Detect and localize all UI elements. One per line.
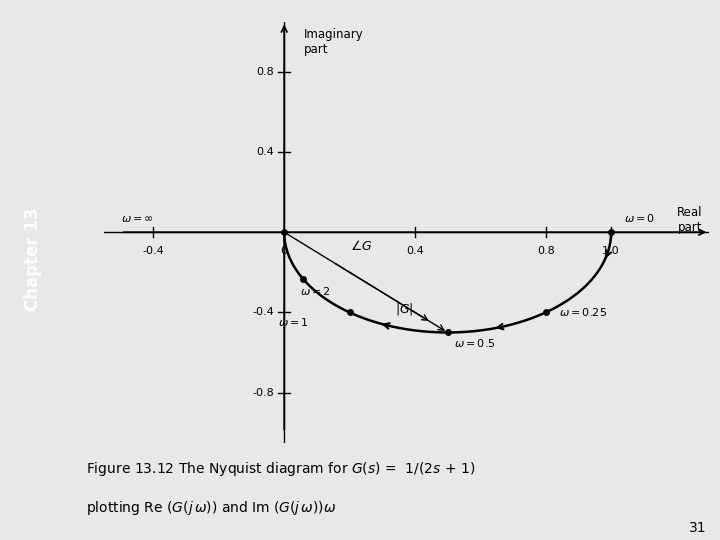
Text: -0.8: -0.8 xyxy=(253,388,274,397)
Text: $\angle G$: $\angle G$ xyxy=(350,239,372,253)
Text: 0.8: 0.8 xyxy=(537,246,554,256)
Text: Chapter 13: Chapter 13 xyxy=(24,207,42,311)
Text: -0.4: -0.4 xyxy=(143,246,164,256)
Text: $\omega = 0$: $\omega = 0$ xyxy=(624,212,655,224)
Text: Figure 13.12 The Nyquist diagram for $G(s)$ =  1/(2$s$ + 1): Figure 13.12 The Nyquist diagram for $G(… xyxy=(86,460,475,478)
Text: $|G|$: $|G|$ xyxy=(395,301,414,317)
Text: 0.4: 0.4 xyxy=(406,246,424,256)
Text: 31: 31 xyxy=(689,521,707,535)
Text: Imaginary
part: Imaginary part xyxy=(304,28,364,56)
Text: $\omega = 2$: $\omega = 2$ xyxy=(300,286,331,298)
Text: 0: 0 xyxy=(281,246,288,256)
Text: $\omega = 0.5$: $\omega = 0.5$ xyxy=(454,336,496,348)
Text: 1.0: 1.0 xyxy=(603,246,620,256)
Text: $\omega = 1$: $\omega = 1$ xyxy=(278,316,309,328)
Text: plotting Re $\left(G(j\,\omega)\right)$ and Im $\left(G(j\,\omega)\right)\omega$: plotting Re $\left(G(j\,\omega)\right)$ … xyxy=(86,499,336,517)
Text: $\omega = 0.25$: $\omega = 0.25$ xyxy=(559,306,607,319)
Text: $\omega = \infty$: $\omega = \infty$ xyxy=(121,214,154,224)
Text: 0.8: 0.8 xyxy=(256,67,274,77)
Text: -0.4: -0.4 xyxy=(253,307,274,318)
Text: Real
part: Real part xyxy=(678,206,703,234)
Text: 0.4: 0.4 xyxy=(256,147,274,157)
